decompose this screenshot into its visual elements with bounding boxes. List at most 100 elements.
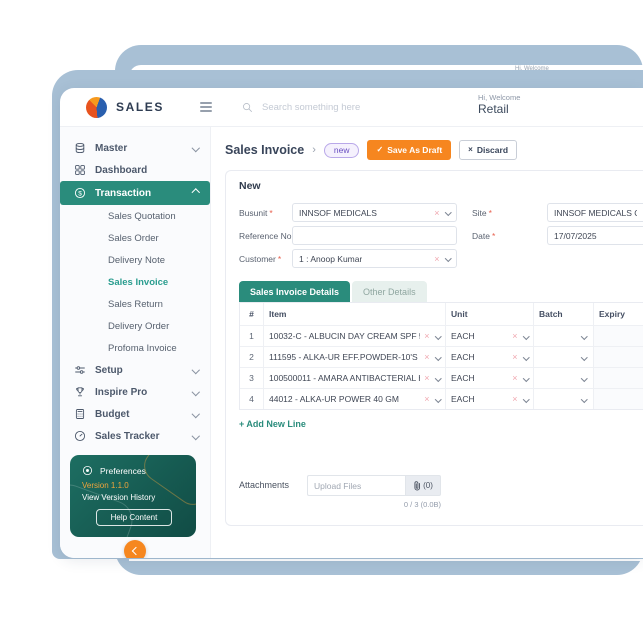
clear-icon[interactable]: ×: [434, 253, 440, 264]
chevron-left-icon: [131, 546, 141, 556]
sidebar-collapse-button[interactable]: [124, 540, 146, 558]
chevron-down-icon: [522, 374, 529, 382]
sidebar-subitem-delivery-note[interactable]: Delivery Note: [108, 254, 166, 266]
customer-label: Customer *: [239, 253, 282, 264]
welcome-block: Hi, Welcome Retail: [478, 93, 520, 117]
search-box[interactable]: [242, 100, 395, 114]
sidebar-item-transaction[interactable]: $ Transaction: [60, 181, 210, 205]
topbar: SALES Hi, Welcome Retail: [60, 88, 643, 127]
unit-select[interactable]: EACH ×: [451, 352, 529, 362]
item-select[interactable]: 10032-C - ALBUCIN DAY CREAM SPF 5.. ×: [269, 331, 441, 341]
sidebar-subitem-sales-return[interactable]: Sales Return: [108, 298, 163, 310]
reference-no-input[interactable]: [292, 226, 457, 245]
reference-no-label: Reference No: [239, 230, 292, 241]
add-new-line-button[interactable]: + Add New Line: [239, 419, 306, 429]
site-value: INNSOF MEDICALS CENTE: [554, 207, 637, 218]
clear-icon[interactable]: ×: [512, 331, 518, 341]
sidebar-item-setup[interactable]: Setup: [60, 359, 210, 381]
save-as-draft-button[interactable]: ✓ Save As Draft: [367, 140, 452, 160]
busunit-select[interactable]: INNSOF MEDICALS ×: [292, 203, 457, 222]
clear-icon[interactable]: ×: [512, 373, 518, 383]
table-header-row: # Item Unit Batch Expiry: [240, 303, 643, 326]
unit-select[interactable]: EACH ×: [451, 331, 529, 341]
sidebar-item-sales-tracker[interactable]: Sales Tracker: [60, 425, 210, 447]
batch-select[interactable]: [534, 389, 594, 409]
sidebar-item-label: Dashboard: [95, 164, 148, 176]
clear-icon[interactable]: ×: [512, 394, 518, 404]
item-select[interactable]: 44012 - ALKA-UR POWER 40 GM ×: [269, 394, 441, 404]
attachments-section: Attachments (0) 0 / 3 (0.0B): [239, 475, 643, 509]
tab-other-details[interactable]: Other Details: [352, 281, 427, 302]
chevron-down-icon: [191, 410, 200, 418]
search-input[interactable]: [260, 100, 395, 114]
expiry-cell: [594, 389, 643, 409]
invoice-card: New Busunit * INNSOF MEDICALS × Site * INN…: [225, 170, 643, 526]
discard-label: Discard: [476, 145, 509, 155]
welcome-username: Retail: [478, 102, 509, 117]
required-mark: *: [488, 207, 492, 218]
customer-value: 1 : Anoop Kumar: [299, 253, 363, 264]
header-item: Item: [264, 303, 446, 325]
items-table: # Item Unit Batch Expiry 1 10032-C - ALB…: [239, 302, 643, 410]
breadcrumb-separator: ›: [312, 144, 316, 156]
sidebar-item-master[interactable]: Master: [60, 137, 210, 159]
hamburger-menu-icon[interactable]: [200, 102, 213, 112]
item-select[interactable]: 111595 - ALKA-UR EFF.POWDER-10'S ×: [269, 352, 441, 362]
gear-icon: [82, 465, 93, 476]
busunit-value: INNSOF MEDICALS: [299, 207, 377, 218]
clear-icon[interactable]: ×: [434, 207, 440, 218]
chevron-down-icon: [191, 366, 200, 374]
chevron-down-icon: [444, 209, 451, 216]
row-index: 2: [240, 347, 264, 367]
date-input[interactable]: 17/07/2025: [547, 226, 643, 245]
help-content-button[interactable]: Help Content: [96, 509, 172, 526]
view-version-history-link[interactable]: View Version History: [82, 493, 156, 502]
sidebar-subitem-sales-invoice[interactable]: Sales Invoice: [108, 276, 169, 288]
upload-files-input[interactable]: [307, 475, 405, 496]
discard-button[interactable]: × Discard: [459, 140, 518, 160]
tracker-clock-icon: [74, 430, 86, 442]
batch-select[interactable]: [534, 368, 594, 388]
batch-select[interactable]: [534, 326, 594, 346]
chevron-down-icon: [434, 395, 441, 403]
batch-select[interactable]: [534, 347, 594, 367]
clear-icon[interactable]: ×: [424, 394, 430, 404]
table-row: 2 111595 - ALKA-UR EFF.POWDER-10'S × EACH…: [240, 347, 643, 368]
chevron-down-icon: [580, 395, 587, 403]
chevron-down-icon: [580, 374, 587, 382]
sidebar-item-label: Setup: [95, 364, 123, 376]
sidebar-item-inspire-pro[interactable]: Inspire Pro: [60, 381, 210, 403]
sidebar-item-budget[interactable]: Budget: [60, 403, 210, 425]
clear-icon[interactable]: ×: [424, 352, 430, 362]
customer-select[interactable]: 1 : Anoop Kumar ×: [292, 249, 457, 268]
header-batch: Batch: [534, 303, 594, 325]
sidebar-subitem-delivery-order[interactable]: Delivery Order: [108, 320, 170, 332]
preferences-title: Preferences: [100, 465, 146, 476]
attachments-group: (0) 0 / 3 (0.0B): [307, 475, 441, 509]
sidebar-subitem-sales-order[interactable]: Sales Order: [108, 232, 159, 244]
site-select[interactable]: INNSOF MEDICALS CENTE: [547, 203, 643, 222]
tab-sales-invoice-details[interactable]: Sales Invoice Details: [239, 281, 351, 302]
preferences-card: Preferences Version 1.1.0 View Version H…: [70, 455, 196, 537]
header-unit: Unit: [446, 303, 534, 325]
site-label: Site *: [472, 207, 492, 218]
clear-icon[interactable]: ×: [424, 331, 430, 341]
sidebar-item-dashboard[interactable]: Dashboard: [60, 159, 210, 181]
chevron-down-icon: [191, 144, 200, 152]
content-row: Master Dashboard $ Transaction Sales Quo…: [60, 127, 643, 558]
check-icon: ✓: [376, 145, 384, 154]
invoice-form: Busunit * INNSOF MEDICALS × Site * INNSOF …: [239, 203, 643, 268]
table-row: 3 100500011 - AMARA ANTIBACTERIAL H.. × E…: [240, 368, 643, 389]
item-select[interactable]: 100500011 - AMARA ANTIBACTERIAL H.. ×: [269, 373, 441, 383]
sidebar-subitem-profoma-invoice[interactable]: Profoma Invoice: [108, 342, 177, 354]
trophy-icon: [76, 387, 84, 397]
calculator-icon: [75, 409, 85, 419]
clear-icon[interactable]: ×: [512, 352, 518, 362]
sidebar-subitem-sales-quotation[interactable]: Sales Quotation: [108, 210, 176, 222]
attach-files-button[interactable]: (0): [405, 475, 441, 496]
clear-icon[interactable]: ×: [424, 373, 430, 383]
chevron-down-icon: [434, 374, 441, 382]
sidebar-item-label: Inspire Pro: [95, 386, 148, 398]
unit-select[interactable]: EACH ×: [451, 373, 529, 383]
unit-select[interactable]: EACH ×: [451, 394, 529, 404]
